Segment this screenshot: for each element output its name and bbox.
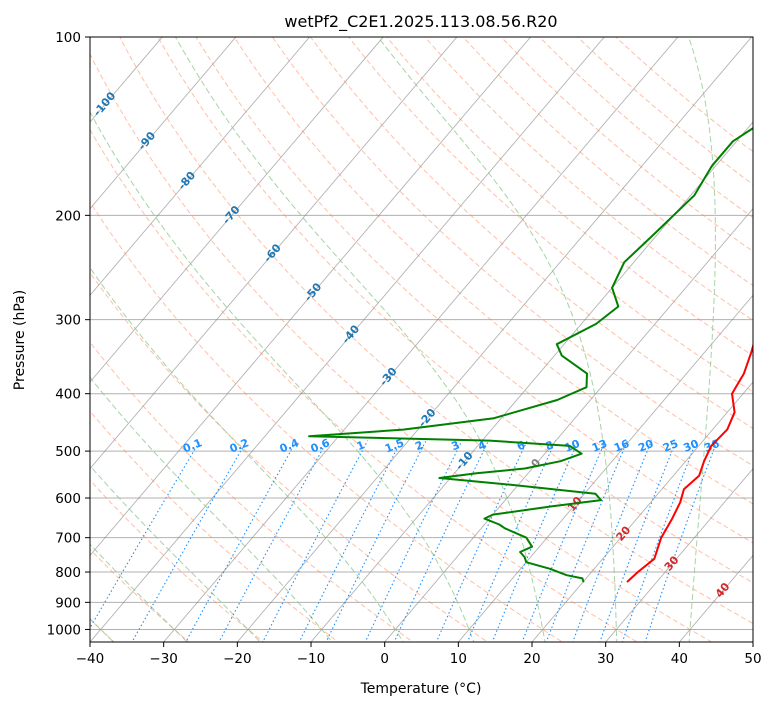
dry-adiabat-line [90, 479, 265, 642]
plot-background [90, 37, 753, 642]
mixing-ratio-line [262, 440, 369, 642]
isotherm-lines [90, 37, 753, 642]
dry-adiabat-line [424, 37, 753, 321]
mixing-ratio-label: 2 [413, 438, 425, 453]
dry-adiabat-line [195, 37, 753, 544]
x-tick-label: 30 [597, 651, 614, 667]
temperature-profile-line [626, 342, 753, 583]
y-tick-label: 800 [55, 565, 81, 581]
moist-adiabat-line [688, 37, 716, 642]
moist-adiabat-lines [90, 37, 716, 642]
dry-adiabat-line [90, 128, 638, 642]
y-tick-label: 900 [55, 595, 81, 611]
mixing-ratio-label: 1 [355, 438, 367, 453]
moist-adiabat-line [377, 37, 618, 642]
x-tick-label: 0 [380, 651, 389, 667]
plot-frame [89, 36, 754, 643]
mixing-ratio-line [298, 440, 402, 642]
mixing-ratio-line [185, 440, 297, 642]
x-tick-label: 40 [671, 651, 688, 667]
mixing-ratio-line [521, 440, 606, 642]
x-tick-label: 50 [744, 651, 761, 667]
y-tick-label: 300 [55, 313, 81, 329]
isotherm-line [90, 37, 605, 642]
dry-adiabat-line [348, 37, 753, 393]
moist-adiabat-line [175, 37, 546, 642]
isotherm-line [457, 294, 753, 642]
isotherm-line [605, 467, 753, 642]
isotherm-line [90, 37, 237, 210]
dry-adiabat-line [233, 37, 753, 505]
chart-title: wetPf2_C2E1.2025.113.08.56.R20 [284, 12, 557, 32]
isotherm-line [384, 207, 753, 642]
y-tick-label: 400 [55, 387, 81, 403]
mixing-ratio-line [644, 440, 718, 642]
y-tick-label: 500 [55, 444, 81, 460]
moist-adiabat-line [90, 110, 475, 642]
y-tick-label: 100 [55, 30, 81, 46]
moist-adiabat-line [90, 376, 333, 642]
dry-adiabat-line [615, 37, 753, 153]
y-tick-label: 1000 [47, 622, 81, 638]
y-axis-label: Pressure (hPa) [12, 290, 28, 390]
isotherm-line [90, 37, 384, 383]
x-tick-label: 10 [450, 651, 467, 667]
dry-adiabat-line [119, 37, 753, 625]
y-tick-label: 200 [55, 208, 81, 224]
isotherm-line [163, 37, 679, 642]
isotherm-line [90, 37, 311, 297]
dry-adiabat-line [538, 37, 753, 219]
mixing-ratio-label: 3 [450, 438, 462, 453]
dry-adiabat-line [157, 37, 753, 584]
isotherm-line [90, 37, 458, 470]
dry-adiabat-lines [90, 37, 753, 642]
x-tick-label: 20 [523, 651, 540, 667]
isotherm-line [531, 381, 753, 642]
isotherm-line [90, 37, 532, 557]
dry-adiabat-line [500, 37, 753, 252]
mixing-ratio-label: 13 [590, 437, 609, 455]
mixing-ratio-label: 30 [682, 437, 701, 455]
dry-adiabat-line [90, 201, 564, 642]
y-tick-label: 700 [55, 531, 81, 547]
mixing-ratio-label: 20 [636, 437, 655, 455]
mixing-ratio-label: 25 [661, 437, 680, 455]
mixing-ratio-line [218, 440, 328, 642]
dry-adiabat-line [90, 271, 489, 642]
mixing-ratio-line [435, 440, 528, 642]
mixing-ratio-line [364, 440, 463, 642]
x-tick-label: −10 [297, 651, 326, 667]
x-axis-label: Temperature (°C) [360, 681, 482, 697]
dry-adiabat-line [309, 37, 753, 430]
y-tick-label: 600 [55, 491, 81, 507]
mixing-ratio-label: 8 [544, 438, 556, 453]
x-tick-label: −40 [76, 651, 105, 667]
mixing-ratio-line [131, 440, 248, 642]
dewpoint-profile-line [308, 126, 753, 583]
sounding-series [308, 126, 753, 583]
mixing-ratio-label: 16 [612, 437, 631, 455]
mixing-ratio-lines [90, 440, 718, 642]
moist-adiabat-line [90, 266, 404, 642]
x-tick-label: −30 [149, 651, 178, 667]
dry-adiabat-line [271, 37, 753, 467]
mixing-ratio-line [325, 440, 427, 642]
mixing-ratio-line [491, 440, 579, 642]
moist-adiabat-line [90, 464, 261, 642]
x-tick-label: −20 [223, 651, 252, 667]
mixing-ratio-line [90, 440, 201, 629]
isotherm-line [236, 37, 753, 642]
axes: −40 −30 −20 −10 0 10 20 30 40 50 1000 900 800 700 600 5… [47, 30, 762, 667]
dry-adiabat-line [386, 37, 753, 357]
mixing-ratio-line [466, 440, 557, 642]
dry-adiabat-line [90, 53, 713, 642]
